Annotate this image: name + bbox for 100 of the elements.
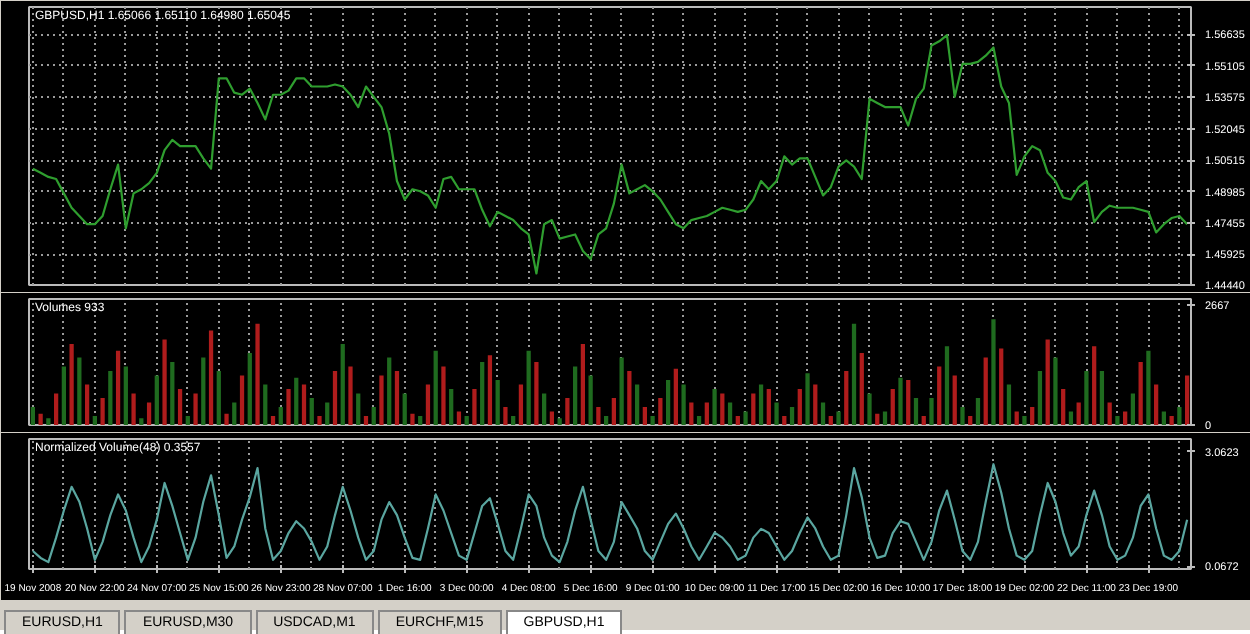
bar xyxy=(712,389,717,425)
bar xyxy=(449,389,454,425)
bar xyxy=(1053,357,1058,425)
bar xyxy=(875,413,880,425)
bar xyxy=(1061,389,1066,425)
bar xyxy=(387,357,392,425)
bar xyxy=(418,416,423,425)
bar xyxy=(1107,402,1112,425)
bar xyxy=(1006,384,1012,425)
bar xyxy=(658,398,663,425)
bar xyxy=(294,377,299,425)
bar xyxy=(402,393,407,425)
bar xyxy=(557,418,562,425)
bar xyxy=(371,407,376,425)
bar xyxy=(193,393,198,425)
bar xyxy=(735,416,740,425)
bar xyxy=(332,371,338,425)
bar xyxy=(549,411,555,425)
bar xyxy=(867,393,872,425)
bar xyxy=(913,398,919,425)
bar xyxy=(1022,416,1027,425)
bar xyxy=(1068,411,1074,425)
bar xyxy=(805,373,810,425)
bar xyxy=(425,384,431,425)
bar xyxy=(937,366,942,425)
bar xyxy=(782,416,787,425)
bar xyxy=(836,411,841,425)
bar xyxy=(1115,416,1120,425)
bar xyxy=(743,411,748,425)
bar xyxy=(820,402,826,425)
bar xyxy=(813,384,818,425)
bar xyxy=(828,416,833,425)
bar xyxy=(766,389,771,425)
bar xyxy=(1169,416,1174,425)
bar xyxy=(472,389,477,425)
bar xyxy=(1123,411,1128,425)
bar xyxy=(882,411,888,425)
bar xyxy=(100,398,105,425)
bar xyxy=(1076,402,1081,425)
bar xyxy=(1045,339,1050,425)
bar xyxy=(38,413,43,425)
bar xyxy=(139,418,144,425)
bar xyxy=(642,407,647,425)
bar xyxy=(844,371,849,425)
bar xyxy=(542,393,547,425)
bar xyxy=(596,407,601,425)
bar xyxy=(851,323,857,425)
bar xyxy=(433,350,438,425)
bar xyxy=(526,350,531,425)
bar xyxy=(758,384,764,425)
bar xyxy=(69,344,74,425)
bar xyxy=(1037,371,1043,425)
bar xyxy=(689,402,694,425)
bar xyxy=(270,416,276,425)
bar xyxy=(208,330,214,425)
bar xyxy=(131,393,136,425)
bar xyxy=(619,357,624,425)
line-series xyxy=(31,34,1189,275)
bar xyxy=(1161,411,1167,425)
bar xyxy=(1130,393,1136,425)
bar xyxy=(216,371,221,425)
bar xyxy=(991,319,996,425)
bar xyxy=(108,371,113,425)
bar xyxy=(898,377,903,425)
bar xyxy=(1084,371,1089,425)
bar xyxy=(379,375,384,425)
bar xyxy=(170,362,175,425)
bar xyxy=(518,384,524,425)
bar xyxy=(906,380,911,425)
bar xyxy=(503,407,508,425)
bar xyxy=(456,411,462,425)
bar xyxy=(588,375,593,425)
bar xyxy=(495,380,500,425)
bar xyxy=(348,366,353,425)
bar xyxy=(356,393,361,425)
bar xyxy=(960,407,965,425)
bar xyxy=(929,398,934,425)
bar xyxy=(301,384,307,425)
bar xyxy=(255,323,260,425)
bar xyxy=(704,402,709,425)
bar xyxy=(239,375,245,425)
bar xyxy=(573,366,578,425)
bar xyxy=(487,355,493,425)
bar xyxy=(952,375,957,425)
bar xyxy=(511,416,516,425)
bar xyxy=(975,398,981,425)
bar xyxy=(46,418,51,425)
bar xyxy=(1154,384,1159,425)
bar xyxy=(464,416,469,425)
bar xyxy=(797,389,802,425)
line-series xyxy=(31,463,1189,564)
bar xyxy=(565,398,570,425)
bar xyxy=(999,348,1004,425)
bar xyxy=(727,402,733,425)
bar xyxy=(673,368,678,425)
bar xyxy=(317,416,322,425)
bar xyxy=(278,407,283,425)
bar xyxy=(627,371,632,425)
bar xyxy=(162,339,167,425)
bar xyxy=(115,350,121,425)
